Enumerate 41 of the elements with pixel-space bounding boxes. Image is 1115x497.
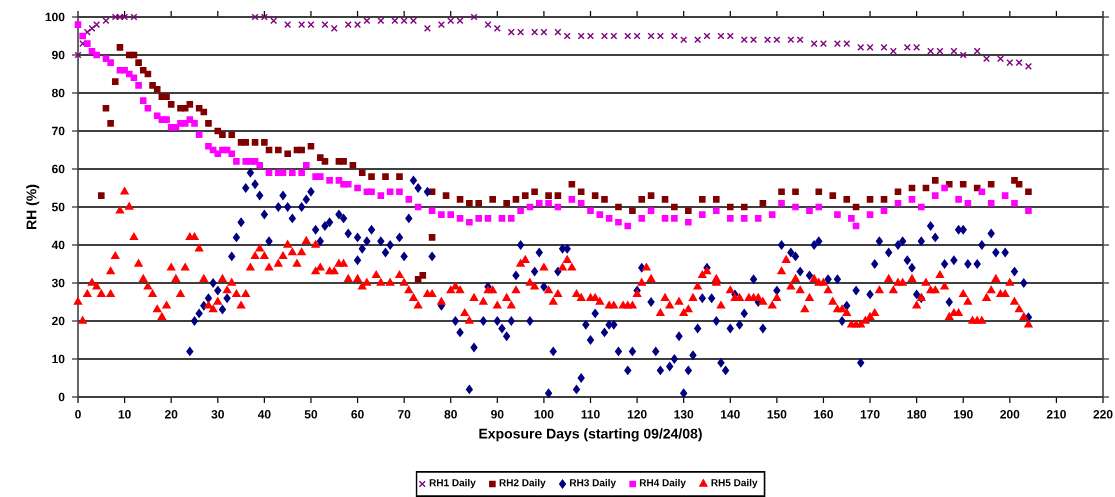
y-tick-label: 0 xyxy=(58,392,65,402)
x-tick-label: 210 xyxy=(1046,410,1066,419)
legend-label: RH5 Daily xyxy=(711,478,758,489)
x-tick-label: 120 xyxy=(627,410,647,419)
legend-label: RH2 Daily xyxy=(499,478,546,489)
x-axis-title: Exposure Days (starting 09/24/08) xyxy=(479,428,702,442)
legend-label: RH4 Daily xyxy=(639,478,686,489)
x-tick-label: 70 xyxy=(397,410,411,419)
x-tick-label: 190 xyxy=(953,410,973,419)
x-tick-label: 170 xyxy=(860,410,880,419)
x-tick-label: 150 xyxy=(767,410,787,419)
x-tick-label: 110 xyxy=(581,410,600,419)
y-tick-label: 10 xyxy=(52,354,65,364)
y-tick-label: 90 xyxy=(52,50,65,60)
x-tick-label: 60 xyxy=(351,410,364,419)
x-tick-label: 0 xyxy=(75,410,81,419)
x-tick-label: 100 xyxy=(534,410,554,419)
y-tick-label: 50 xyxy=(51,202,65,212)
x-tick-label: 160 xyxy=(814,410,833,419)
x-tick-label: 30 xyxy=(211,410,224,419)
y-tick-label: 80 xyxy=(51,88,65,98)
legend-label: RH1 Daily xyxy=(429,478,476,489)
x-tick-label: 20 xyxy=(164,410,178,419)
y-tick-label: 20 xyxy=(52,316,65,326)
x-tick-label: 130 xyxy=(674,410,694,419)
legend-label: RH3 Daily xyxy=(570,478,616,489)
x-tick-label: 50 xyxy=(304,410,318,419)
x-tick-label: 140 xyxy=(721,410,740,419)
y-tick-label: 30 xyxy=(51,278,65,288)
x-tick-label: 40 xyxy=(257,410,271,419)
y-tick-label: 100 xyxy=(45,12,65,22)
x-tick-label: 220 xyxy=(1093,410,1113,419)
x-tick-label: 80 xyxy=(444,410,457,419)
x-tick-label: 10 xyxy=(118,410,131,419)
x-tick-label: 200 xyxy=(1000,410,1020,419)
y-tick-label: 40 xyxy=(51,240,65,250)
y-axis-title: RH (%) xyxy=(26,184,40,229)
x-tick-label: 90 xyxy=(491,410,504,419)
y-tick-label: 60 xyxy=(52,164,65,174)
y-tick-label: 70 xyxy=(52,126,65,136)
x-tick-label: 180 xyxy=(907,410,927,419)
